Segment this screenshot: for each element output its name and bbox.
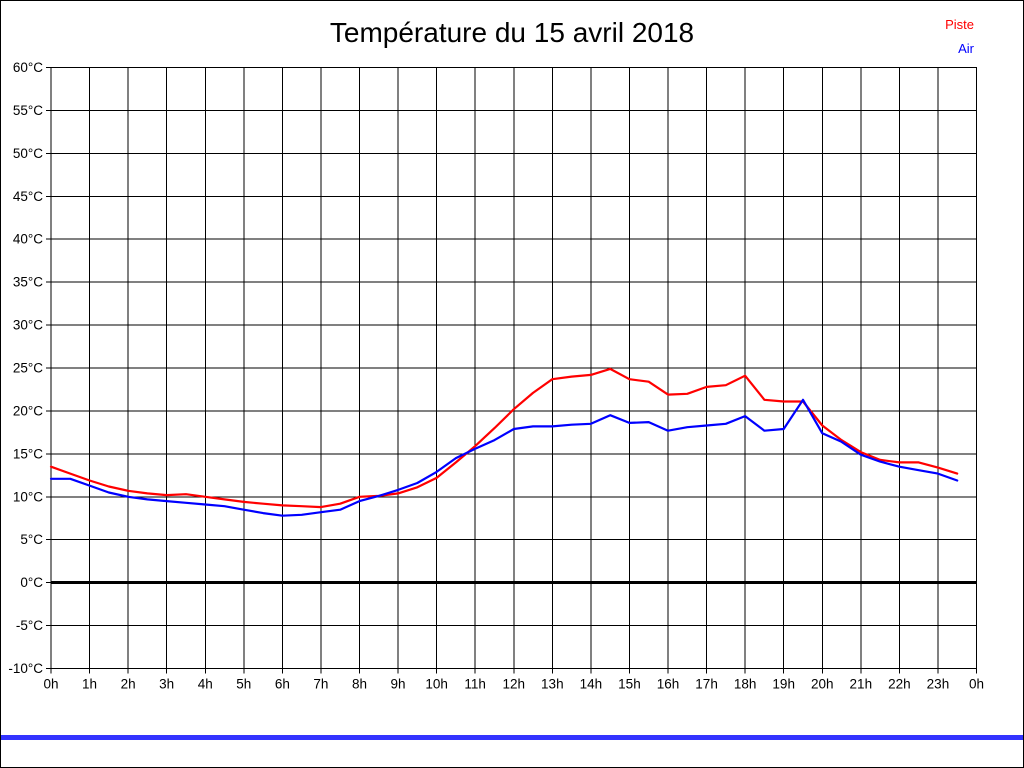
air-series-line	[49, 398, 959, 517]
y-axis-label: 35°C	[13, 275, 43, 290]
y-axis-label: 55°C	[13, 103, 43, 118]
x-axis-label: 16h	[657, 677, 680, 692]
legend-item-piste: Piste	[945, 17, 974, 32]
x-axis-label: 23h	[927, 677, 950, 692]
x-axis-label: 3h	[159, 677, 174, 692]
x-axis-label: 22h	[888, 677, 911, 692]
x-axis-label: 0h	[43, 677, 58, 692]
y-axis-label: 45°C	[13, 189, 43, 204]
plot-border	[50, 67, 977, 669]
piste-series-line	[49, 367, 959, 509]
x-axis-label: 15h	[618, 677, 641, 692]
y-axis-label: 0°C	[20, 575, 43, 590]
legend: Piste Air	[945, 13, 974, 61]
x-axis-label: 14h	[580, 677, 603, 692]
y-axis-label: -5°C	[16, 618, 43, 633]
x-axis-label: 10h	[425, 677, 448, 692]
y-axis-label: 25°C	[13, 361, 43, 376]
x-axis-label: 17h	[695, 677, 718, 692]
x-axis-label: 18h	[734, 677, 757, 692]
y-axis-label: 30°C	[13, 318, 43, 333]
x-axis-label: 8h	[352, 677, 367, 692]
y-axis-label: 5°C	[20, 532, 43, 547]
x-axis-label: 4h	[198, 677, 213, 692]
y-axis-label: 40°C	[13, 232, 43, 247]
x-axis-label: 12h	[502, 677, 525, 692]
x-axis-label: 20h	[811, 677, 834, 692]
y-axis-label: 50°C	[13, 146, 43, 161]
x-axis-label: 0h	[969, 677, 984, 692]
y-axis-label: 60°C	[13, 60, 43, 75]
legend-item-air: Air	[958, 41, 974, 56]
x-axis-label: 13h	[541, 677, 564, 692]
x-axis-label: 19h	[772, 677, 795, 692]
x-axis-label: 21h	[850, 677, 873, 692]
x-axis-label: 5h	[236, 677, 251, 692]
y-axis-label: 20°C	[13, 403, 43, 418]
y-axis-label: 15°C	[13, 446, 43, 461]
chart-title: Température du 15 avril 2018	[329, 17, 695, 48]
x-axis-label: 1h	[82, 677, 97, 692]
x-axis-label: 2h	[121, 677, 136, 692]
x-axis-label: 6h	[275, 677, 290, 692]
x-axis-label: 9h	[391, 677, 406, 692]
y-axis-label: 10°C	[13, 489, 43, 504]
temperature-line-chart: 60°C 55°C 50°C 45°C 40°C 35°C 30°C 25°C 20°C 15°C…	[8, 60, 984, 692]
x-axis-label: 11h	[464, 677, 486, 692]
x-axis-label: 7h	[313, 677, 328, 692]
bottom-blue-bar	[1, 735, 1023, 740]
y-axis-label: -10°C	[8, 661, 43, 676]
